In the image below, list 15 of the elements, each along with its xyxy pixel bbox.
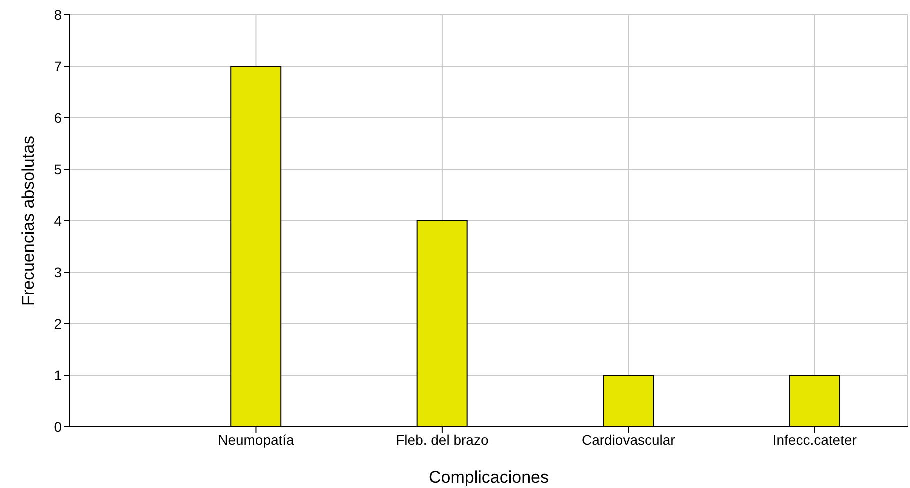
y-tick-label: 1 — [54, 367, 62, 384]
x-tick-label: Fleb. del brazo — [396, 432, 489, 448]
x-axis-title: Complicaciones — [429, 468, 549, 487]
x-tick-label: Cardiovascular — [582, 432, 676, 448]
y-axis-title: Frecuencias absolutas — [19, 136, 38, 306]
y-tick-label: 2 — [54, 316, 62, 332]
y-tick-label: 4 — [54, 212, 62, 229]
y-tick-label: 6 — [54, 110, 62, 126]
y-tick-label: 5 — [54, 161, 62, 178]
x-tick-label: Neumopatía — [218, 432, 295, 448]
x-tick-label: Infecc.cateter — [772, 432, 858, 448]
y-tick-label: 7 — [54, 58, 62, 74]
y-tick-label: 3 — [54, 264, 62, 280]
y-tick-label: 8 — [54, 6, 62, 23]
y-tick-label: 0 — [54, 418, 62, 435]
